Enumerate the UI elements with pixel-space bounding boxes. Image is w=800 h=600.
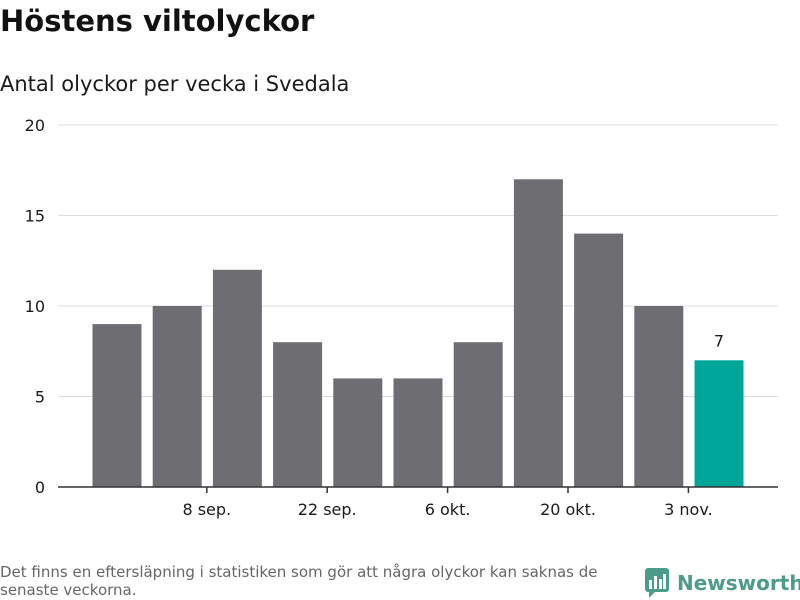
bar (333, 378, 383, 487)
y-tick-label: 5 (35, 388, 45, 407)
y-tick-label: 15 (25, 207, 45, 226)
x-tick-label: 3 nov. (664, 500, 713, 519)
bar (574, 233, 624, 487)
bar (453, 342, 503, 487)
x-tick-label: 6 okt. (425, 500, 471, 519)
chart-title: Höstens viltolyckor (0, 4, 315, 38)
chart-subtitle: Antal olyckor per vecka i Svedala (0, 72, 350, 96)
bar-chart: 0 5 10 15 20 8 sep. 22 sep. 6 okt. 20 okt. 3 nov.… (25, 116, 778, 519)
x-tick-label: 22 sep. (298, 500, 357, 519)
brand-logo: Newsworthy (645, 568, 800, 598)
bar (393, 378, 443, 487)
bar (152, 306, 202, 487)
footnote: Det finns en eftersläpning i statistiken… (0, 563, 598, 599)
x-tick-label: 8 sep. (182, 500, 231, 519)
brand-name: Newsworthy (677, 571, 800, 595)
y-tick-label: 0 (35, 478, 45, 497)
x-tick-label: 20 okt. (540, 500, 596, 519)
bar (513, 179, 563, 488)
y-tick-label: 10 (25, 297, 45, 316)
bar (212, 269, 262, 487)
data-label: 7 (714, 331, 724, 350)
bar (92, 324, 142, 487)
bar (273, 342, 323, 487)
bar (694, 360, 744, 487)
y-tick-label: 20 (25, 116, 45, 135)
bar (634, 306, 684, 487)
bar-chart-icon (645, 568, 669, 598)
